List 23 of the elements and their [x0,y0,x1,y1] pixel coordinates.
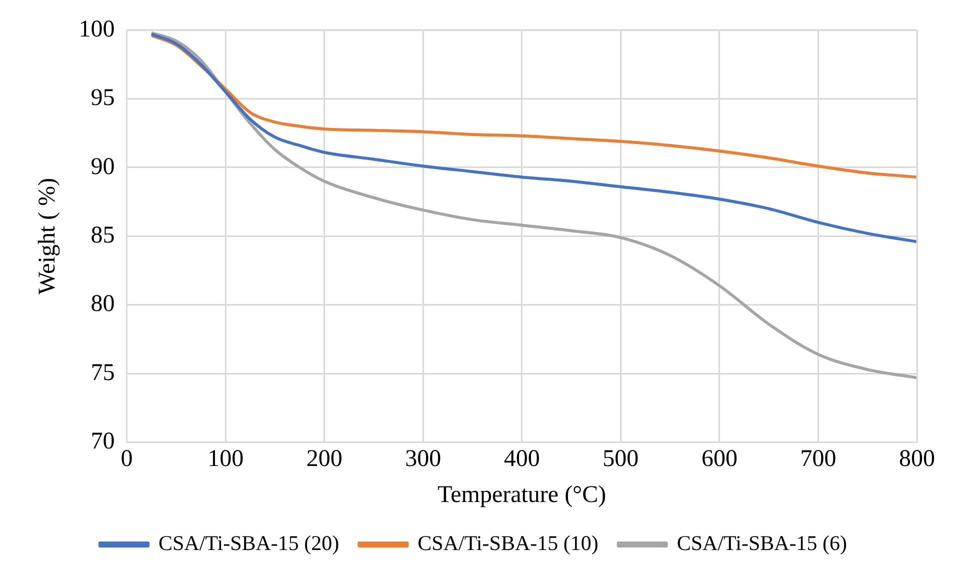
legend-label: CSA/Ti-SBA-15 (20) [158,531,340,556]
line-series [150,31,917,380]
x-tick-label: 400 [504,446,540,472]
x-tick-label: 200 [306,446,342,472]
x-tick-label: 500 [602,446,639,472]
x-tick-label: 300 [405,446,442,472]
line-series [150,32,917,244]
x-tick-label: 100 [208,446,244,472]
y-tick-label: 90 [90,154,115,180]
x-tick-label: 600 [701,446,738,472]
y-axis-title: Weight ( %) [34,178,61,295]
x-axis-title: Temperature (°C) [438,482,606,508]
x-tick-label: 700 [800,446,836,472]
y-tick-label: 75 [90,360,115,386]
x-tick-label: 800 [899,446,935,472]
x-tick-label: 0 [120,446,133,472]
y-tick-label: 95 [90,85,115,112]
legend-label: CSA/Ti-SBA-15 (6) [676,531,848,556]
y-tick-label: 70 [90,428,115,455]
y-tick-label: 85 [90,222,115,248]
y-tick-label: 80 [90,291,115,318]
legend-label: CSA/Ti-SBA-15 (10) [418,531,598,556]
y-tick-label: 100 [78,16,115,42]
